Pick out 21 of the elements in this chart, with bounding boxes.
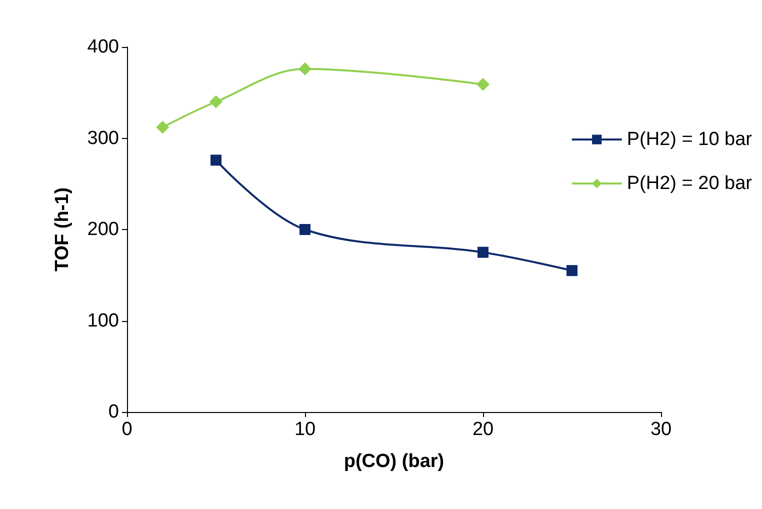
y-tick-label: 0: [108, 402, 119, 422]
y-tick-label: 300: [87, 128, 119, 149]
point: [210, 95, 222, 108]
point: [210, 154, 222, 166]
y-axis-title: TOF (h-1): [52, 187, 73, 272]
y-tick-label: 200: [87, 219, 119, 240]
x-axis-title: p(CO) (bar): [344, 451, 444, 472]
legend-label: P(H2) = 20 bar: [626, 173, 753, 194]
point: [478, 246, 488, 258]
y-tick-label: 100: [87, 310, 119, 332]
y-tick-label: 400: [87, 36, 119, 58]
x-tick-label: 20: [472, 419, 494, 440]
x-tick-label: 10: [294, 419, 316, 440]
point: [156, 120, 170, 134]
legend-label: P(H2) = 10 bar: [626, 129, 753, 150]
x-tick-label: 30: [650, 419, 672, 440]
point: [298, 62, 312, 76]
point: [476, 78, 490, 91]
point: [300, 224, 310, 235]
point: [566, 265, 578, 276]
x-tick-label: 0: [122, 419, 132, 440]
